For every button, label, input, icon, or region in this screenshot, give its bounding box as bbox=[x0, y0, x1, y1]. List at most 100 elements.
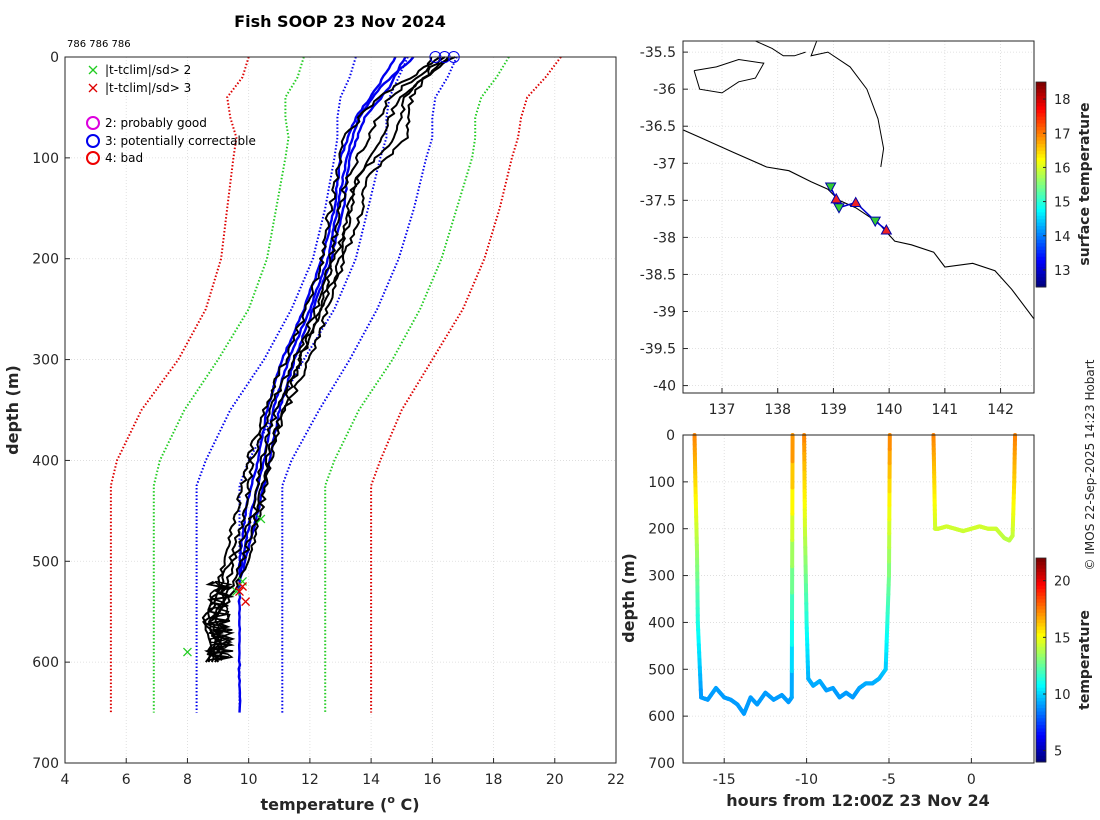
surface-temperature-colorbar-cell bbox=[1036, 140, 1046, 144]
x-tick-label: 14 bbox=[362, 772, 380, 788]
y-tick-label: 500 bbox=[32, 554, 59, 570]
dt-y-tick-label: 600 bbox=[648, 709, 675, 725]
temperature-colorbar-tick-label: 20 bbox=[1054, 575, 1071, 590]
temperature-colorbar-cell bbox=[1036, 646, 1046, 651]
temperature-colorbar-cell bbox=[1036, 575, 1046, 579]
temperature-colorbar-cell bbox=[1036, 592, 1046, 596]
surface-temperature-colorbar-cell bbox=[1036, 205, 1046, 209]
surface-temperature-colorbar-cell bbox=[1036, 252, 1046, 257]
flag-sd3-marker bbox=[235, 587, 244, 597]
dt-y-tick-label: 400 bbox=[648, 615, 675, 631]
flag-sd3-marker bbox=[241, 597, 251, 607]
surface-temperature-colorbar-cell bbox=[1036, 266, 1046, 271]
temperature-colorbar-cell bbox=[1036, 605, 1046, 610]
map-y-tick-label: -37.5 bbox=[640, 193, 676, 209]
temperature-colorbar-cell bbox=[1036, 639, 1046, 644]
y-tick-label: 300 bbox=[32, 353, 59, 369]
map-panel: 137 138 139 140 141 142 -35.5 -36 -36.5 -37 -37.5 -… bbox=[640, 40, 1035, 418]
surface-temperature-colorbar-cell bbox=[1036, 273, 1046, 278]
temperature-colorbar-cell bbox=[1036, 731, 1046, 736]
surface-temperature-colorbar-cell bbox=[1036, 280, 1046, 285]
temperature-colorbar-cell bbox=[1036, 636, 1046, 641]
y-tick-label: 100 bbox=[32, 151, 59, 167]
dt-axes-box bbox=[682, 434, 1035, 764]
kangaroo-island bbox=[693, 58, 765, 94]
surface-temperature-colorbar-cell bbox=[1036, 215, 1046, 220]
x-tick-label: 6 bbox=[122, 772, 131, 788]
temperature-colorbar-cell bbox=[1036, 612, 1046, 617]
surface-temperature-colorbar-cell bbox=[1036, 109, 1046, 114]
surface-temperature-colorbar-cell bbox=[1036, 177, 1046, 182]
surface-temperature-colorbar-cell bbox=[1036, 222, 1046, 226]
climatology-line-sd2-right bbox=[324, 56, 510, 713]
map-x-tick-label: 142 bbox=[987, 402, 1014, 418]
dt-y-tick-label: 700 bbox=[648, 756, 675, 772]
station-up-marker bbox=[849, 196, 862, 208]
temperature-colorbar-cell bbox=[1036, 632, 1046, 637]
flag-sd2-marker bbox=[182, 647, 192, 657]
temperature-colorbar-label: temperature bbox=[1077, 610, 1093, 710]
map-y-tick-label: -36 bbox=[653, 82, 676, 98]
x-axis-label-superscript: o bbox=[387, 793, 395, 806]
surface-temperature-colorbar-cell bbox=[1036, 157, 1046, 162]
temperature-colorbar-cell bbox=[1036, 622, 1046, 627]
temperature-colorbar-cell bbox=[1036, 581, 1046, 586]
surface-temperature-colorbar: 13 14 15 16 17 18 bbox=[1035, 81, 1071, 288]
y-tick-label: 0 bbox=[50, 50, 59, 66]
dt-x-tick-label: 0 bbox=[967, 772, 976, 788]
temperature-colorbar-cell bbox=[1036, 721, 1046, 726]
x-axis-label-end: C) bbox=[395, 795, 420, 814]
temperature-colorbar-cell bbox=[1036, 751, 1046, 756]
surface-temperature-colorbar-tick-label: 16 bbox=[1054, 161, 1071, 176]
temperature-colorbar-cell bbox=[1036, 704, 1046, 709]
profile-black-5 bbox=[208, 56, 456, 663]
legend-marker bbox=[86, 134, 100, 148]
map-y-tick-label: -40 bbox=[653, 379, 676, 395]
surface-temperature-colorbar-cell bbox=[1036, 187, 1046, 192]
surface-temperature-colorbar-tick-label: 13 bbox=[1054, 264, 1071, 279]
temperature-colorbar-cell bbox=[1036, 578, 1046, 583]
surface-temperature-colorbar-cell bbox=[1036, 119, 1046, 124]
legend-marker bbox=[88, 65, 98, 75]
temperature-colorbar-cell bbox=[1036, 700, 1046, 705]
temperature-colorbar-box bbox=[1035, 557, 1047, 763]
surface-temperature-colorbar-cell bbox=[1036, 283, 1046, 288]
legend-label: |t-tclim|/sd> 2 bbox=[105, 63, 191, 77]
temperature-colorbar-cell bbox=[1036, 626, 1046, 630]
station-down-marker bbox=[824, 182, 837, 194]
map-x-tick-label: 138 bbox=[764, 402, 791, 418]
profile-blue-3 bbox=[237, 56, 397, 582]
profile-deep-tangle bbox=[208, 580, 234, 661]
surface-temperature-colorbar-cell bbox=[1036, 269, 1046, 274]
temperature-colorbar-tick-label: 5 bbox=[1054, 745, 1062, 760]
surface-temperature-colorbar-cell bbox=[1036, 92, 1046, 97]
temperature-colorbar-cell bbox=[1036, 561, 1046, 566]
legend-label: 4: bad bbox=[105, 151, 143, 165]
legend-label: 3: potentially correctable bbox=[105, 134, 256, 148]
temperature-colorbar-cell bbox=[1036, 677, 1046, 681]
x-axis-label: temperature (o C) bbox=[260, 793, 419, 814]
x-tick-label: 12 bbox=[301, 772, 319, 788]
temperature-colorbar-cell bbox=[1036, 571, 1046, 576]
temperature-colorbar-cell bbox=[1036, 558, 1046, 562]
temperature-colorbar-cell bbox=[1036, 741, 1046, 746]
surface-temperature-colorbar-cell bbox=[1036, 276, 1046, 281]
surface-temperature-colorbar-cell bbox=[1036, 112, 1046, 117]
depth-time-panel: -15 -10 -5 0 0 100 200 300 400 500 600 700 bbox=[648, 428, 1035, 788]
dt-x-axis-label: hours from 12:00Z 23 Nov 24 bbox=[726, 791, 989, 810]
surface-temperature-colorbar-cell bbox=[1036, 136, 1046, 141]
temperature-colorbar-tick-label: 10 bbox=[1054, 688, 1071, 703]
temperature-colorbar-cell bbox=[1036, 670, 1046, 675]
y-tick-label: 600 bbox=[32, 655, 59, 671]
surface-temperature-colorbar-cell bbox=[1036, 88, 1046, 93]
y-tick-label: 400 bbox=[32, 453, 59, 469]
surface-temperature-colorbar-cell bbox=[1036, 191, 1046, 196]
temperature-colorbar-cell bbox=[1036, 585, 1046, 590]
temperature-colorbar-cell bbox=[1036, 666, 1046, 671]
temperature-colorbar-cell bbox=[1036, 758, 1046, 763]
temperature-colorbar-cell bbox=[1036, 663, 1046, 668]
temperature-colorbar-cell bbox=[1036, 595, 1046, 600]
coast-north bbox=[755, 40, 806, 57]
surface-temperature-colorbar-cell bbox=[1036, 153, 1046, 158]
surface-temperature-colorbar-cell bbox=[1036, 95, 1046, 100]
